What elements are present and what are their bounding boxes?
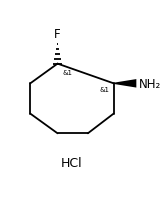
Text: &1: &1 (99, 86, 109, 92)
Text: F: F (54, 28, 61, 41)
Polygon shape (114, 80, 136, 88)
Text: NH₂: NH₂ (139, 78, 161, 90)
Text: HCl: HCl (60, 157, 82, 170)
Text: &1: &1 (63, 70, 73, 76)
